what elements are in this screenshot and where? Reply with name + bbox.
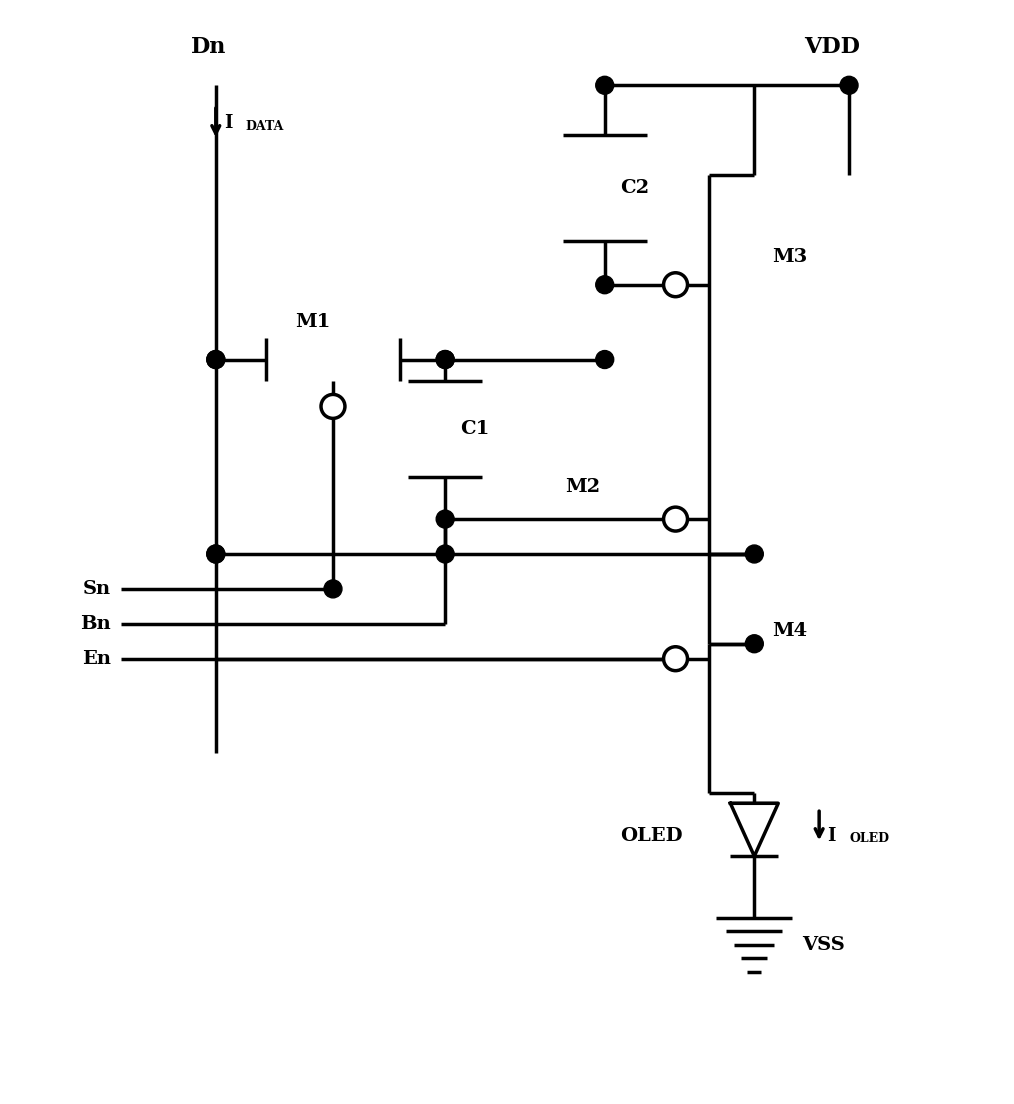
Circle shape	[663, 273, 687, 297]
Circle shape	[207, 545, 225, 563]
Circle shape	[596, 351, 613, 369]
Text: DATA: DATA	[245, 119, 284, 132]
Text: C1: C1	[460, 421, 490, 438]
Circle shape	[436, 351, 454, 369]
Circle shape	[321, 394, 345, 418]
Text: En: En	[82, 650, 112, 668]
Text: VSS: VSS	[802, 936, 845, 954]
Text: I: I	[827, 827, 836, 845]
Circle shape	[207, 351, 225, 369]
Circle shape	[207, 545, 225, 563]
Text: Dn: Dn	[191, 36, 226, 59]
Text: M2: M2	[565, 478, 600, 496]
Text: M3: M3	[773, 247, 807, 266]
Circle shape	[596, 276, 613, 294]
Text: Bn: Bn	[80, 615, 112, 633]
Text: M1: M1	[295, 312, 331, 330]
Circle shape	[745, 545, 764, 563]
Circle shape	[324, 580, 342, 598]
Circle shape	[663, 507, 687, 531]
Circle shape	[436, 545, 454, 563]
Text: M4: M4	[773, 622, 807, 640]
Polygon shape	[730, 804, 779, 857]
Circle shape	[436, 510, 454, 528]
Text: C2: C2	[620, 179, 649, 197]
Circle shape	[596, 76, 613, 94]
Text: I: I	[224, 114, 232, 132]
Text: OLED: OLED	[849, 832, 889, 846]
Circle shape	[745, 635, 764, 652]
Circle shape	[663, 647, 687, 670]
Text: Sn: Sn	[83, 580, 112, 598]
Circle shape	[207, 351, 225, 369]
Text: VDD: VDD	[804, 36, 860, 59]
Text: OLED: OLED	[620, 827, 682, 845]
Circle shape	[840, 76, 858, 94]
Circle shape	[436, 351, 454, 369]
